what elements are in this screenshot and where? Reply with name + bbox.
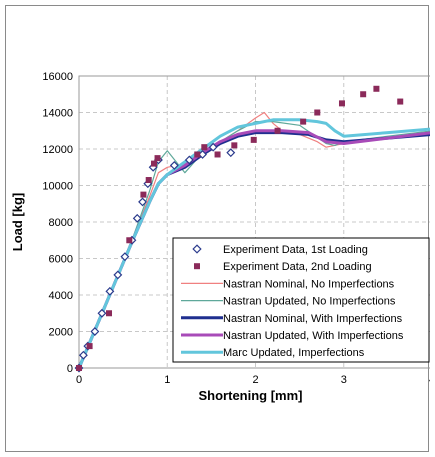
y-tick-label: 4000 (49, 290, 73, 302)
legend-label: Nastran Updated, No Imperfections (223, 296, 396, 308)
x-tick-label: 4 (429, 374, 430, 386)
y-tick-label: 6000 (49, 254, 73, 266)
data-point (151, 160, 158, 167)
data-point (90, 327, 100, 336)
data-point (184, 155, 194, 165)
figure-frame: 0 2000 4000 6000 8000 10000 12000 14000 16000 0 1 2… (5, 5, 430, 452)
data-point (169, 160, 179, 170)
data-point (105, 286, 115, 296)
data-point (132, 213, 142, 223)
data-point (194, 151, 201, 158)
data-point (274, 127, 281, 134)
y-tick-label: 16000 (42, 71, 73, 83)
data-point (397, 98, 404, 105)
data-point (314, 109, 321, 116)
data-point (208, 142, 218, 152)
legend-item: Nastran Updated, With Imperfections (181, 330, 404, 342)
data-point (106, 310, 113, 317)
data-point (373, 85, 380, 92)
data-point (78, 350, 88, 360)
legend-label: Nastran Nominal, With Imperfections (223, 313, 403, 325)
x-axis-label: Shortening [mm] (199, 388, 303, 403)
data-point (76, 365, 82, 371)
legend-item: Experiment Data, 1st Loading (192, 244, 368, 256)
series-6 (77, 118, 430, 369)
legend: Experiment Data, 1st Loading Experiment D… (172, 237, 430, 363)
data-point (338, 100, 345, 107)
data-point (140, 191, 147, 198)
legend-marker (192, 244, 202, 254)
series-1 (76, 85, 404, 371)
data-point (231, 142, 238, 149)
data-point (226, 148, 236, 158)
y-axis-label: Load [kg] (10, 193, 25, 252)
x-tick-label: 2 (252, 374, 258, 386)
x-tick-label: 1 (164, 374, 170, 386)
legend-label: Nastran Nominal, No Imperfections (223, 278, 395, 290)
axis-ticks: 0 2000 4000 6000 8000 10000 12000 14000 16000 0 1 2… (42, 71, 430, 386)
data-point (201, 144, 208, 151)
legend-item: Nastran Nominal, With Imperfections (181, 313, 403, 325)
x-tick-label: 0 (76, 374, 82, 386)
legend-marker (194, 263, 200, 270)
y-tick-label: 0 (67, 363, 73, 375)
data-point (154, 155, 161, 162)
data-point (145, 177, 152, 184)
load-shortening-chart: 0 2000 4000 6000 8000 10000 12000 14000 16000 0 1 2… (10, 71, 430, 403)
y-tick-label: 2000 (49, 327, 73, 339)
y-tick-label: 10000 (42, 181, 73, 193)
legend-label: Experiment Data, 1st Loading (223, 244, 368, 256)
legend-item: Nastran Updated, No Imperfections (181, 296, 396, 308)
data-point (126, 237, 133, 244)
data-point (214, 151, 221, 158)
series-line (77, 118, 430, 369)
legend-label: Experiment Data, 2nd Loading (223, 261, 372, 273)
legend-item: Marc Updated, Imperfections (181, 347, 365, 359)
data-point (97, 308, 107, 318)
data-point (86, 343, 93, 350)
data-point (250, 136, 257, 143)
x-tick-label: 3 (341, 374, 347, 386)
data-point (138, 197, 147, 207)
data-point (360, 91, 367, 98)
y-tick-label: 12000 (42, 144, 73, 156)
y-tick-label: 14000 (42, 108, 73, 120)
legend-label: Marc Updated, Imperfections (223, 347, 365, 359)
data-point (120, 252, 130, 262)
data-point (113, 270, 123, 280)
y-tick-label: 8000 (49, 217, 73, 229)
plot-area (78, 75, 430, 369)
legend-item: Experiment Data, 2nd Loading (194, 261, 372, 273)
data-point (300, 118, 307, 125)
legend-label: Nastran Updated, With Imperfections (223, 330, 404, 342)
legend-item: Nastran Nominal, No Imperfections (181, 278, 395, 290)
series-layer (74, 85, 430, 373)
